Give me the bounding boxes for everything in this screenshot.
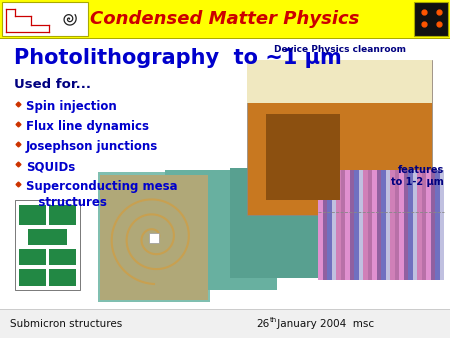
Text: Used for...: Used for... (14, 78, 91, 91)
Bar (414, 2, 448, 36)
Text: Submicron structures: Submicron structures (10, 319, 122, 329)
Text: Josephson junctions: Josephson junctions (26, 140, 158, 153)
Text: Photolithography  to ~1 μm: Photolithography to ~1 μm (14, 48, 342, 68)
Bar (0, 309, 450, 310)
Bar (28, 229, 67, 245)
Bar (368, 170, 372, 280)
Bar (0, 38, 450, 310)
Bar (435, 170, 440, 280)
Bar (386, 170, 390, 280)
Bar (390, 170, 395, 280)
Bar (417, 170, 422, 280)
Bar (327, 170, 332, 280)
Text: SQUIDs: SQUIDs (26, 160, 75, 173)
Bar (98, 172, 210, 302)
Bar (15, 200, 80, 290)
Text: 26: 26 (256, 319, 270, 329)
Bar (413, 170, 417, 280)
Bar (0, 38, 450, 39)
Bar (431, 170, 435, 280)
Bar (266, 114, 339, 199)
Bar (332, 170, 336, 280)
Bar (381, 170, 386, 280)
Bar (426, 170, 431, 280)
Bar (377, 170, 381, 280)
Bar (49, 249, 76, 265)
Bar (408, 170, 413, 280)
Bar (354, 170, 359, 280)
Bar (19, 249, 46, 265)
Bar (359, 170, 363, 280)
Text: Condensed Matter Physics: Condensed Matter Physics (90, 10, 360, 28)
Bar (341, 170, 345, 280)
Bar (0, 310, 450, 338)
Text: Device Physics cleanroom: Device Physics cleanroom (274, 45, 405, 54)
Text: features
to 1-2 μm: features to 1-2 μm (391, 165, 444, 187)
Bar (2, 2, 87, 36)
Bar (323, 170, 327, 280)
Bar (230, 168, 320, 278)
Bar (395, 170, 399, 280)
Text: Flux line dynamics: Flux line dynamics (26, 120, 149, 133)
Text: Superconducting mesa
   structures: Superconducting mesa structures (26, 180, 178, 209)
Bar (149, 233, 159, 243)
Bar (372, 170, 377, 280)
Bar (165, 170, 277, 290)
Text: January 2004  msc: January 2004 msc (274, 319, 374, 329)
Bar (363, 170, 368, 280)
Text: th: th (270, 317, 277, 323)
Bar (100, 175, 208, 300)
Bar (0, 0, 450, 38)
Bar (49, 269, 76, 286)
Text: Spin injection: Spin injection (26, 100, 117, 113)
Bar (345, 170, 350, 280)
Bar (336, 170, 341, 280)
Bar (399, 170, 404, 280)
Bar (19, 206, 46, 225)
Bar (404, 170, 408, 280)
Bar (318, 170, 323, 280)
Bar (247, 60, 432, 103)
Bar (247, 60, 432, 215)
Bar (49, 206, 76, 225)
Bar (440, 170, 444, 280)
Bar (19, 269, 46, 286)
Bar (350, 170, 354, 280)
Bar (422, 170, 426, 280)
